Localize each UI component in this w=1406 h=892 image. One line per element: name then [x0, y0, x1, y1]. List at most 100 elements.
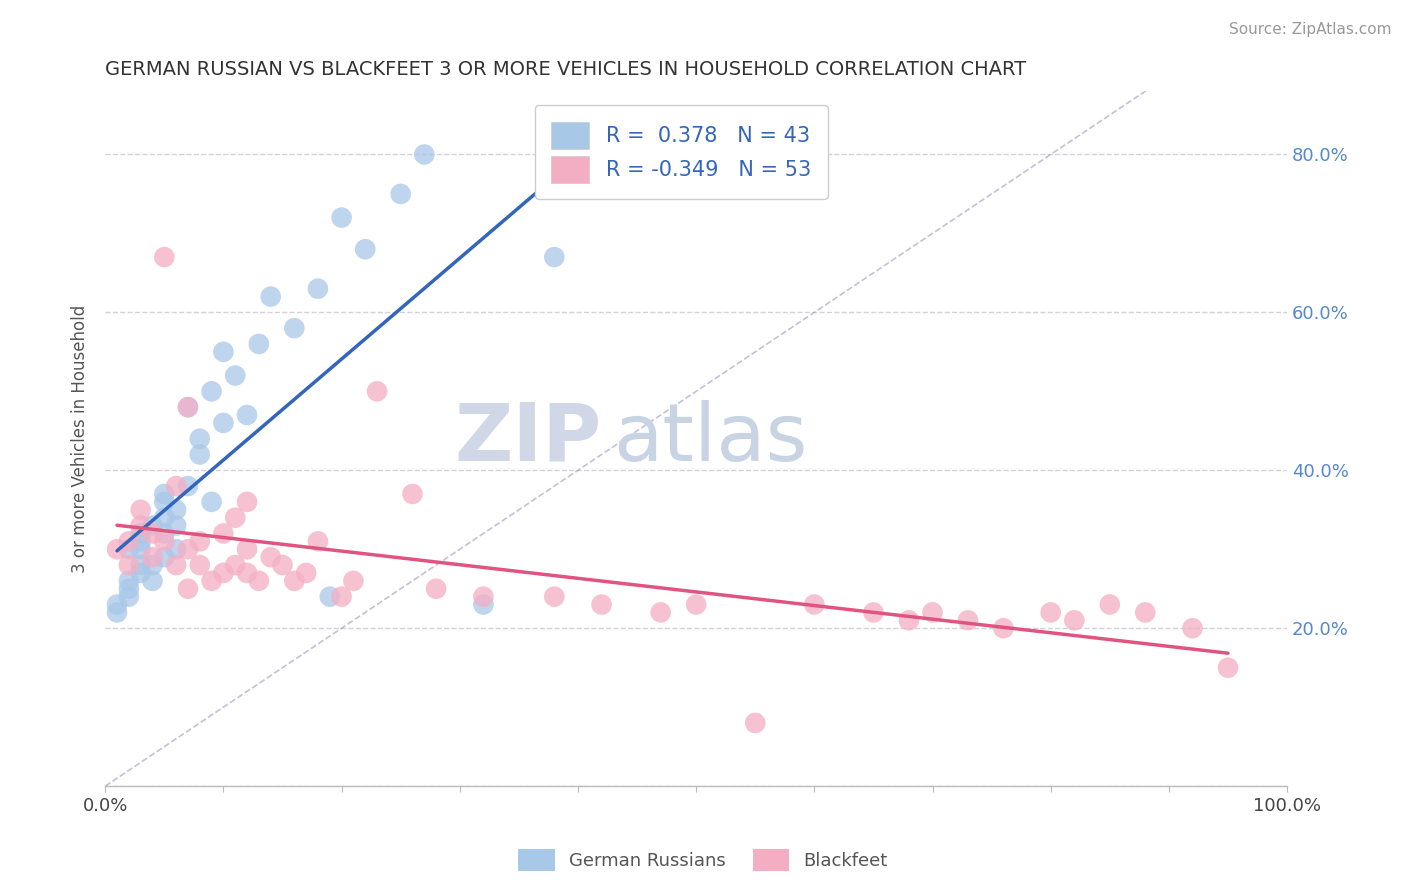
Point: [153, 534, 176, 549]
Point: [319, 590, 342, 604]
Point: [744, 716, 766, 731]
Point: [200, 384, 222, 399]
Point: [897, 613, 920, 627]
Point: [1063, 613, 1085, 627]
Point: [260, 550, 283, 565]
Point: [413, 147, 436, 161]
Point: [105, 542, 128, 557]
Point: [1181, 621, 1204, 635]
Point: [200, 495, 222, 509]
Point: [188, 558, 211, 572]
Point: [1098, 598, 1121, 612]
Point: [165, 518, 187, 533]
Point: [330, 590, 353, 604]
Point: [472, 598, 495, 612]
Point: [141, 518, 163, 533]
Point: [118, 558, 141, 572]
Point: [366, 384, 388, 399]
Point: [129, 558, 152, 572]
Point: [295, 566, 318, 580]
Point: [685, 598, 707, 612]
Point: [165, 502, 187, 516]
Point: [105, 606, 128, 620]
Point: [283, 321, 305, 335]
Point: [543, 250, 565, 264]
Point: [307, 282, 329, 296]
Point: [591, 598, 613, 612]
Point: [401, 487, 423, 501]
Point: [129, 534, 152, 549]
Legend: R =  0.378   N = 43, R = -0.349   N = 53: R = 0.378 N = 43, R = -0.349 N = 53: [534, 105, 828, 199]
Point: [165, 542, 187, 557]
Point: [212, 416, 235, 430]
Point: [212, 344, 235, 359]
Point: [118, 582, 141, 596]
Point: [165, 558, 187, 572]
Point: [1135, 606, 1157, 620]
Point: [129, 526, 152, 541]
Point: [105, 598, 128, 612]
Point: [472, 590, 495, 604]
Point: [342, 574, 364, 588]
Point: [271, 558, 294, 572]
Point: [129, 566, 152, 580]
Point: [921, 606, 943, 620]
Point: [236, 542, 259, 557]
Text: ZIP: ZIP: [454, 400, 602, 478]
Point: [260, 289, 283, 303]
Point: [862, 606, 884, 620]
Point: [236, 408, 259, 422]
Point: [543, 590, 565, 604]
Point: [956, 613, 979, 627]
Point: [188, 432, 211, 446]
Point: [307, 534, 329, 549]
Point: [236, 495, 259, 509]
Legend: German Russians, Blackfeet: German Russians, Blackfeet: [512, 842, 894, 879]
Point: [1039, 606, 1062, 620]
Point: [153, 495, 176, 509]
Point: [177, 400, 200, 414]
Point: [330, 211, 353, 225]
Point: [177, 400, 200, 414]
Point: [247, 337, 270, 351]
Point: [118, 534, 141, 549]
Point: [224, 510, 246, 524]
Point: [153, 250, 176, 264]
Point: [354, 242, 377, 256]
Point: [188, 534, 211, 549]
Text: atlas: atlas: [613, 400, 808, 478]
Point: [236, 566, 259, 580]
Point: [118, 574, 141, 588]
Text: Source: ZipAtlas.com: Source: ZipAtlas.com: [1229, 22, 1392, 37]
Point: [389, 186, 412, 201]
Point: [993, 621, 1015, 635]
Point: [425, 582, 447, 596]
Point: [165, 479, 187, 493]
Point: [141, 574, 163, 588]
Point: [153, 510, 176, 524]
Point: [224, 368, 246, 383]
Y-axis label: 3 or more Vehicles in Household: 3 or more Vehicles in Household: [72, 304, 89, 573]
Point: [188, 448, 211, 462]
Point: [803, 598, 825, 612]
Point: [247, 574, 270, 588]
Point: [141, 526, 163, 541]
Point: [153, 487, 176, 501]
Point: [153, 550, 176, 565]
Point: [650, 606, 672, 620]
Point: [283, 574, 305, 588]
Point: [153, 526, 176, 541]
Text: GERMAN RUSSIAN VS BLACKFEET 3 OR MORE VEHICLES IN HOUSEHOLD CORRELATION CHART: GERMAN RUSSIAN VS BLACKFEET 3 OR MORE VE…: [105, 60, 1026, 78]
Point: [141, 558, 163, 572]
Point: [177, 542, 200, 557]
Point: [129, 518, 152, 533]
Point: [118, 590, 141, 604]
Point: [118, 542, 141, 557]
Point: [177, 479, 200, 493]
Point: [129, 542, 152, 557]
Point: [141, 550, 163, 565]
Point: [1216, 661, 1239, 675]
Point: [212, 566, 235, 580]
Point: [129, 502, 152, 516]
Point: [200, 574, 222, 588]
